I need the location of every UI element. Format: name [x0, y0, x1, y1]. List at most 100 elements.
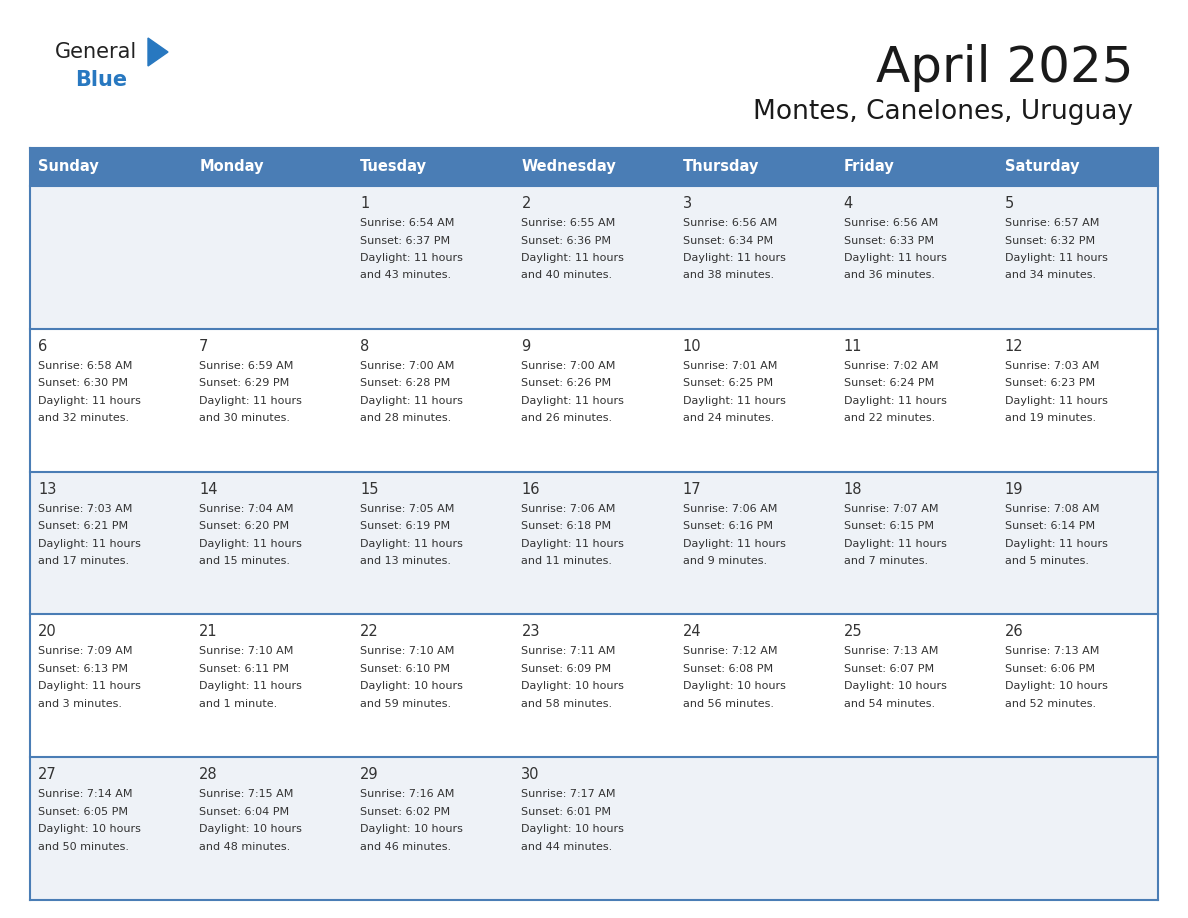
Text: and 11 minutes.: and 11 minutes. — [522, 556, 613, 566]
Bar — [675, 329, 835, 472]
Text: 4: 4 — [843, 196, 853, 211]
Text: Daylight: 10 hours: Daylight: 10 hours — [683, 681, 785, 691]
Text: 9: 9 — [522, 339, 531, 353]
Text: Sunrise: 7:16 AM: Sunrise: 7:16 AM — [360, 789, 455, 800]
Bar — [191, 148, 353, 186]
Text: Daylight: 11 hours: Daylight: 11 hours — [200, 539, 302, 549]
Text: 22: 22 — [360, 624, 379, 640]
Text: 12: 12 — [1005, 339, 1024, 353]
Text: April 2025: April 2025 — [876, 44, 1133, 92]
Text: Sunset: 6:06 PM: Sunset: 6:06 PM — [1005, 664, 1095, 674]
Text: Daylight: 11 hours: Daylight: 11 hours — [360, 396, 463, 406]
Text: 5: 5 — [1005, 196, 1015, 211]
Text: Daylight: 10 hours: Daylight: 10 hours — [843, 681, 947, 691]
Text: Sunrise: 7:11 AM: Sunrise: 7:11 AM — [522, 646, 615, 656]
Bar — [997, 148, 1158, 186]
Text: and 24 minutes.: and 24 minutes. — [683, 413, 773, 423]
Text: 16: 16 — [522, 482, 539, 497]
Text: Daylight: 11 hours: Daylight: 11 hours — [1005, 396, 1107, 406]
Bar — [30, 148, 191, 186]
Text: Sunset: 6:30 PM: Sunset: 6:30 PM — [38, 378, 128, 388]
Text: Daylight: 11 hours: Daylight: 11 hours — [683, 396, 785, 406]
Text: Sunset: 6:05 PM: Sunset: 6:05 PM — [38, 807, 128, 817]
Text: Daylight: 10 hours: Daylight: 10 hours — [522, 681, 625, 691]
Text: Sunrise: 6:57 AM: Sunrise: 6:57 AM — [1005, 218, 1099, 228]
Text: 7: 7 — [200, 339, 209, 353]
Text: 13: 13 — [38, 482, 56, 497]
Text: and 32 minutes.: and 32 minutes. — [38, 413, 129, 423]
Bar — [353, 757, 513, 900]
Text: and 54 minutes.: and 54 minutes. — [843, 699, 935, 709]
Bar — [353, 186, 513, 329]
Bar — [513, 757, 675, 900]
Text: and 50 minutes.: and 50 minutes. — [38, 842, 129, 852]
Text: Sunset: 6:13 PM: Sunset: 6:13 PM — [38, 664, 128, 674]
Bar — [835, 186, 997, 329]
Text: 15: 15 — [360, 482, 379, 497]
Text: Sunset: 6:26 PM: Sunset: 6:26 PM — [522, 378, 612, 388]
Text: Sunset: 6:28 PM: Sunset: 6:28 PM — [360, 378, 450, 388]
Text: 11: 11 — [843, 339, 862, 353]
Text: Sunrise: 7:05 AM: Sunrise: 7:05 AM — [360, 504, 455, 513]
Text: Sunday: Sunday — [38, 160, 99, 174]
Text: 28: 28 — [200, 767, 217, 782]
Text: Wednesday: Wednesday — [522, 160, 617, 174]
Text: Sunrise: 6:58 AM: Sunrise: 6:58 AM — [38, 361, 132, 371]
Text: General: General — [55, 42, 138, 62]
Text: and 3 minutes.: and 3 minutes. — [38, 699, 122, 709]
Text: Sunset: 6:18 PM: Sunset: 6:18 PM — [522, 521, 612, 532]
Text: 25: 25 — [843, 624, 862, 640]
Bar — [353, 148, 513, 186]
Bar — [513, 472, 675, 614]
Text: and 34 minutes.: and 34 minutes. — [1005, 271, 1097, 281]
Text: Montes, Canelones, Uruguay: Montes, Canelones, Uruguay — [753, 99, 1133, 125]
Bar — [30, 757, 191, 900]
Text: 3: 3 — [683, 196, 691, 211]
Text: Sunrise: 6:56 AM: Sunrise: 6:56 AM — [843, 218, 939, 228]
Bar — [513, 614, 675, 757]
Text: Sunset: 6:32 PM: Sunset: 6:32 PM — [1005, 236, 1095, 245]
Text: Daylight: 10 hours: Daylight: 10 hours — [38, 824, 141, 834]
Text: Daylight: 11 hours: Daylight: 11 hours — [683, 253, 785, 263]
Bar — [30, 329, 191, 472]
Text: Blue: Blue — [75, 70, 127, 90]
Text: 17: 17 — [683, 482, 701, 497]
Text: Sunrise: 7:15 AM: Sunrise: 7:15 AM — [200, 789, 293, 800]
Text: 27: 27 — [38, 767, 57, 782]
Text: and 17 minutes.: and 17 minutes. — [38, 556, 129, 566]
Text: Daylight: 11 hours: Daylight: 11 hours — [200, 396, 302, 406]
Text: Sunset: 6:02 PM: Sunset: 6:02 PM — [360, 807, 450, 817]
Text: Daylight: 10 hours: Daylight: 10 hours — [360, 824, 463, 834]
Bar — [835, 472, 997, 614]
Text: Daylight: 11 hours: Daylight: 11 hours — [360, 253, 463, 263]
Bar — [675, 148, 835, 186]
Bar — [997, 472, 1158, 614]
Bar — [835, 148, 997, 186]
Text: Daylight: 11 hours: Daylight: 11 hours — [38, 681, 141, 691]
Text: and 30 minutes.: and 30 minutes. — [200, 413, 290, 423]
Text: and 38 minutes.: and 38 minutes. — [683, 271, 773, 281]
Bar — [30, 472, 191, 614]
Text: Sunset: 6:01 PM: Sunset: 6:01 PM — [522, 807, 612, 817]
Text: Sunset: 6:09 PM: Sunset: 6:09 PM — [522, 664, 612, 674]
Text: and 5 minutes.: and 5 minutes. — [1005, 556, 1089, 566]
Text: and 44 minutes.: and 44 minutes. — [522, 842, 613, 852]
Text: Sunrise: 7:01 AM: Sunrise: 7:01 AM — [683, 361, 777, 371]
Bar — [835, 329, 997, 472]
Text: Sunset: 6:25 PM: Sunset: 6:25 PM — [683, 378, 772, 388]
Bar — [675, 186, 835, 329]
Text: Daylight: 10 hours: Daylight: 10 hours — [360, 681, 463, 691]
Text: and 28 minutes.: and 28 minutes. — [360, 413, 451, 423]
Text: Daylight: 11 hours: Daylight: 11 hours — [522, 253, 625, 263]
Text: and 48 minutes.: and 48 minutes. — [200, 842, 290, 852]
Text: and 36 minutes.: and 36 minutes. — [843, 271, 935, 281]
Text: and 58 minutes.: and 58 minutes. — [522, 699, 613, 709]
Bar — [675, 614, 835, 757]
Bar — [835, 614, 997, 757]
Text: Daylight: 11 hours: Daylight: 11 hours — [522, 539, 625, 549]
Bar — [30, 614, 191, 757]
Text: Monday: Monday — [200, 160, 264, 174]
Text: Sunrise: 7:13 AM: Sunrise: 7:13 AM — [1005, 646, 1099, 656]
Text: and 59 minutes.: and 59 minutes. — [360, 699, 451, 709]
Text: Sunrise: 7:09 AM: Sunrise: 7:09 AM — [38, 646, 133, 656]
